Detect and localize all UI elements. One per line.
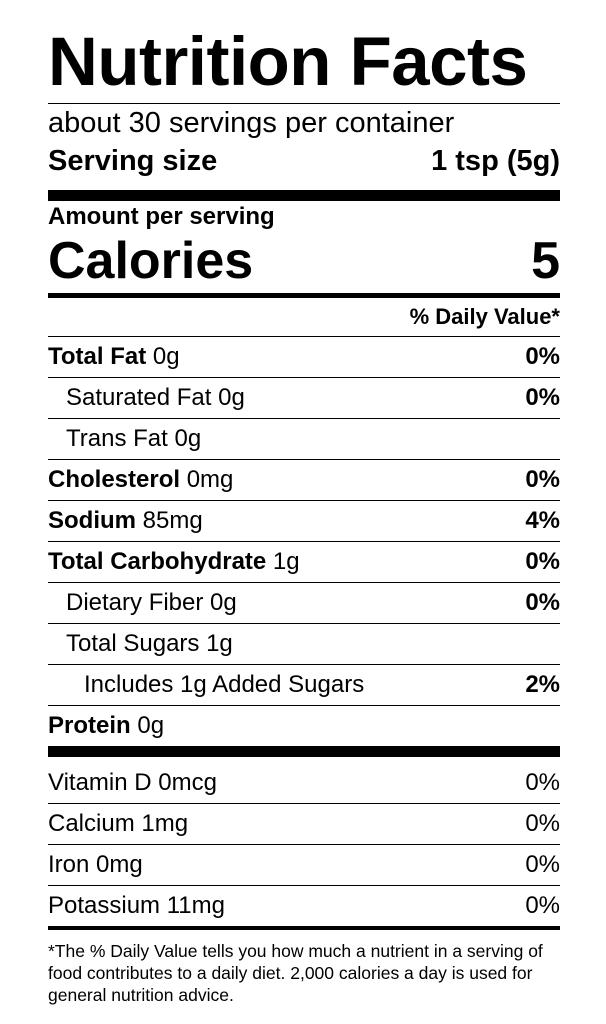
nutrient-amount: 1g bbox=[206, 630, 233, 657]
nutrient-amount: 0mcg bbox=[158, 769, 217, 796]
daily-value: 0% bbox=[525, 384, 560, 411]
nutrient-row: Total Carbohydrate 1g 0% bbox=[48, 542, 560, 583]
nutrient-name: Total Carbohydrate bbox=[48, 548, 267, 575]
nutrient-name: Potassium bbox=[48, 892, 161, 919]
nutrient-row: Calcium 1mg 0% bbox=[48, 804, 560, 845]
nutrient-name: Iron bbox=[48, 851, 90, 878]
nutrient-name: Total Sugars bbox=[66, 630, 200, 657]
nutrient-name: Sodium bbox=[48, 507, 136, 534]
nutrient-amount: 0g bbox=[137, 712, 165, 739]
nutrient: Includes 1g Added Sugars bbox=[84, 665, 364, 705]
nutrient-row: Saturated Fat 0g 0% bbox=[48, 378, 560, 419]
servings: about 30 servings per container bbox=[48, 107, 455, 139]
nutrient-amount: 0g bbox=[210, 589, 237, 616]
nutrient-name: Protein bbox=[48, 712, 131, 739]
nutrient: Total Fat 0g bbox=[48, 337, 180, 377]
daily-value: 0% bbox=[525, 892, 560, 919]
calories: Calories 5 bbox=[48, 233, 560, 298]
nutrient-amount: 0g bbox=[152, 343, 180, 370]
nutrient-amount: 1g bbox=[272, 548, 300, 575]
nutrient-row: Dietary Fiber 0g 0% bbox=[48, 583, 560, 624]
nutrient: Total Carbohydrate 1g bbox=[48, 542, 300, 582]
daily-value: 0% bbox=[525, 589, 560, 616]
nutrient-row: Vitamin D 0mcg 0% bbox=[48, 763, 560, 804]
nutrient: Calcium 1mg bbox=[48, 804, 188, 844]
footnote: *The % Daily Value tells you how much a … bbox=[48, 941, 543, 1005]
serving-size: Serving size 1 tsp (5g) bbox=[48, 142, 560, 201]
nutrient-row: Protein 0g bbox=[48, 706, 560, 757]
daily-value: 0% bbox=[525, 769, 560, 796]
nutrient-name: Cholesterol bbox=[48, 466, 181, 493]
nutrient: Dietary Fiber 0g bbox=[66, 583, 237, 623]
nutrient: Protein 0g bbox=[48, 706, 164, 746]
daily-value: 0% bbox=[525, 810, 560, 837]
daily-value: 0% bbox=[525, 343, 560, 370]
nutrient: Potassium 11mg bbox=[48, 886, 225, 926]
nutrient-amount: 0mg bbox=[186, 466, 234, 493]
nutrient-amount: 85mg bbox=[142, 507, 203, 534]
nutrient-amount: 0g bbox=[218, 384, 245, 411]
nutrient-row: Potassium 11mg 0% bbox=[48, 886, 560, 930]
nutrient-name: Includes 1g Added Sugars bbox=[84, 671, 365, 698]
nutrient: Sodium 85mg bbox=[48, 501, 203, 541]
nutrient-name: Trans Fat bbox=[66, 425, 168, 452]
nutrient-name: Calcium bbox=[48, 810, 135, 837]
nutrient: Cholesterol 0mg bbox=[48, 460, 233, 500]
nutrients: Total Fat 0g 0% Saturated Fat 0g 0% Trans Fa… bbox=[48, 337, 560, 757]
calories-value: 5 bbox=[531, 232, 560, 290]
nutrient-amount: 1mg bbox=[141, 810, 189, 837]
nutrient-row: Cholesterol 0mg 0% bbox=[48, 460, 560, 501]
serving-size-label: Serving size bbox=[48, 145, 218, 177]
daily-value: 2% bbox=[525, 671, 560, 698]
nutrient-row: Sodium 85mg 4% bbox=[48, 501, 560, 542]
daily-value: 0% bbox=[525, 851, 560, 878]
nutrient-name: Vitamin D bbox=[48, 769, 152, 796]
nutrient-name: Dietary Fiber bbox=[66, 589, 204, 616]
nutrient-amount: 0g bbox=[174, 425, 202, 452]
nutrient-row: Total Sugars 1g bbox=[48, 624, 560, 665]
daily-value: 0% bbox=[525, 466, 560, 493]
nutrient: Trans Fat 0g bbox=[66, 419, 201, 459]
nutrient-name: Saturated Fat bbox=[66, 384, 212, 411]
nutrient: Iron 0mg bbox=[48, 845, 143, 885]
vitamins: Vitamin D 0mcg 0% Calcium 1mg 0% Iron 0mg 0% P… bbox=[48, 763, 560, 930]
nutrient: Vitamin D 0mcg bbox=[48, 763, 217, 803]
title: Nutrition Facts bbox=[48, 21, 560, 104]
nutrient-name: Total Fat bbox=[48, 343, 147, 370]
nutrient-amount: 11mg bbox=[166, 892, 225, 919]
calories-label: Calories bbox=[48, 232, 254, 290]
serving-size-value: 1 tsp (5g) bbox=[431, 145, 560, 177]
nutrient: Total Sugars 1g bbox=[66, 624, 233, 664]
nutrient-row: Trans Fat 0g bbox=[48, 419, 560, 460]
nutrition-label: Nutrition Facts about 30 servings per co… bbox=[48, 21, 560, 1006]
amount-per-serving: Amount per serving bbox=[48, 203, 275, 230]
daily-value: 0% bbox=[525, 548, 560, 575]
nutrient-row: Includes 1g Added Sugars 2% bbox=[48, 665, 560, 706]
daily-value: 4% bbox=[525, 507, 560, 534]
nutrient-row: Total Fat 0g 0% bbox=[48, 337, 560, 378]
nutrient-amount: 0mg bbox=[96, 851, 143, 878]
nutrient-row: Iron 0mg 0% bbox=[48, 845, 560, 886]
daily-value-header: % Daily Value* bbox=[48, 298, 560, 337]
nutrient: Saturated Fat 0g bbox=[66, 378, 245, 418]
